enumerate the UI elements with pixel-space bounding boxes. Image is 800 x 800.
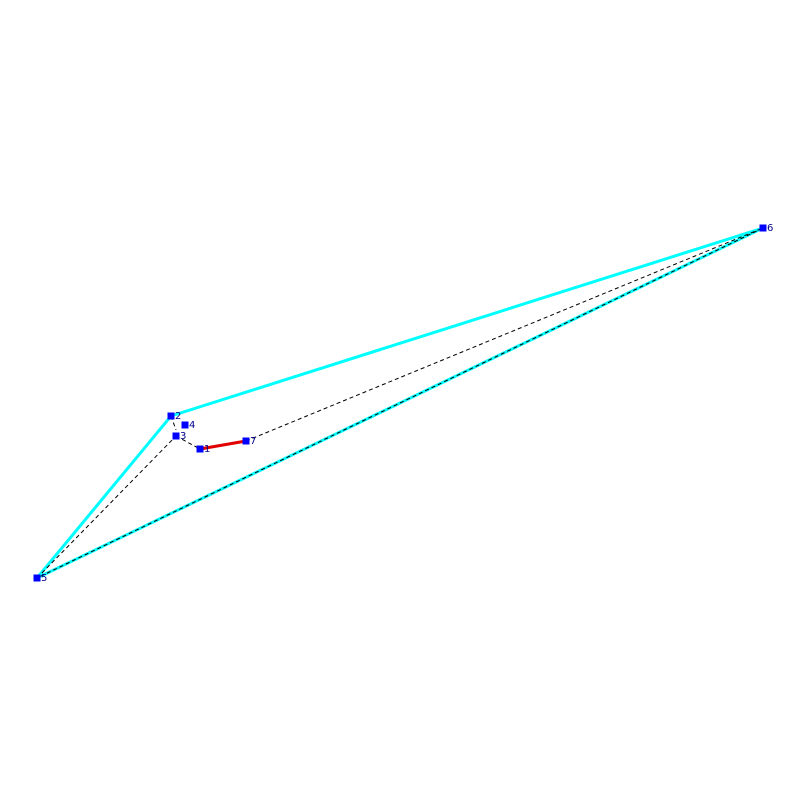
nodes: 1 2 34 5 6 7 (33, 223, 773, 584)
node-label: 6 (767, 223, 773, 234)
dashed-edge (175, 435, 201, 450)
highlight-edge (199, 439, 247, 451)
node-label: 5 (41, 573, 47, 584)
node-label: 3 (180, 431, 186, 442)
node-marker (196, 445, 204, 453)
node-label: 7 (250, 436, 256, 447)
dashed-edge (245, 227, 764, 442)
node-marker (181, 421, 189, 429)
dashed-edge (36, 227, 764, 579)
node-marker (242, 437, 250, 445)
node-marker (167, 412, 175, 420)
node-label: 2 (175, 411, 181, 422)
dashed-edge (36, 435, 177, 579)
node-label: 4 (189, 420, 195, 431)
node-marker (33, 574, 41, 582)
node-marker (759, 224, 767, 232)
node-label: 1 (204, 444, 210, 455)
node-marker (172, 432, 180, 440)
